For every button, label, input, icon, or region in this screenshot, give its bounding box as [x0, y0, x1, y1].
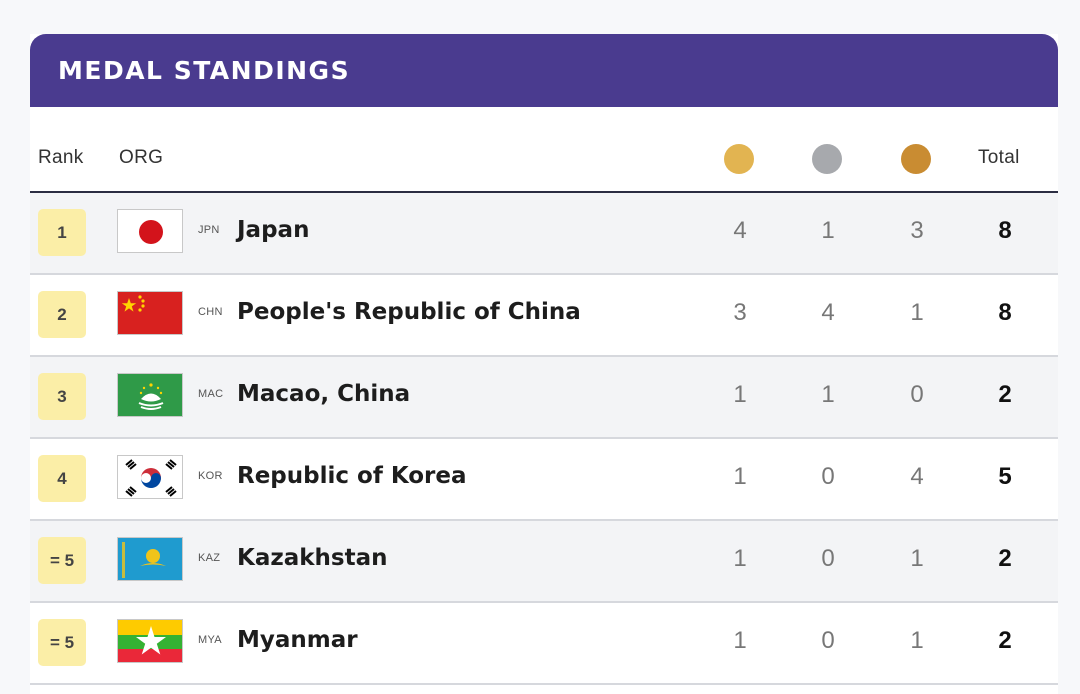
myanmar-flag-icon	[117, 619, 183, 663]
table-row[interactable]: 1 JPN Japan 4 1 3 8	[30, 193, 1058, 275]
silver-count: 0	[821, 545, 835, 572]
rank-badge: 4	[38, 455, 86, 502]
silver-medal-icon[interactable]	[812, 144, 842, 174]
table-row[interactable]: 4 KOR Republic of Korea 1 0 4 5	[30, 439, 1058, 521]
total-count: 8	[998, 217, 1012, 244]
rank-column-header[interactable]: Rank	[38, 147, 84, 168]
country-code: KAZ	[198, 552, 221, 564]
total-count: 2	[998, 545, 1012, 572]
gold-count: 1	[733, 381, 747, 408]
rank-badge: 2	[38, 291, 86, 338]
table-row[interactable]: 2 CHN People's Republic of China 3 4 1 8	[30, 275, 1058, 357]
china-flag-icon	[117, 291, 183, 335]
gold-count: 1	[733, 545, 747, 572]
silver-count: 4	[821, 299, 835, 326]
total-count: 5	[998, 463, 1012, 490]
table-row[interactable]: = 5 KAZ Kazakhstan 1 0 1 2	[30, 521, 1058, 603]
total-column-header[interactable]: Total	[978, 147, 1020, 168]
gold-count: 1	[733, 463, 747, 490]
kazakhstan-flag-icon	[117, 537, 183, 581]
table-row[interactable]: = 5 MYA Myanmar 1 0 1 2	[30, 603, 1058, 685]
gold-count: 1	[733, 627, 747, 654]
country-name[interactable]: Macao, China	[237, 381, 411, 407]
table-header: Rank ORG Total	[30, 107, 1058, 193]
gold-medal-icon[interactable]	[724, 144, 754, 174]
org-column-header[interactable]: ORG	[119, 147, 164, 168]
macao-flag-icon	[117, 373, 183, 417]
country-code: MAC	[198, 388, 224, 400]
bronze-count: 1	[910, 627, 924, 654]
rank-badge: 3	[38, 373, 86, 420]
country-name[interactable]: People's Republic of China	[237, 299, 581, 325]
rank-badge: = 5	[38, 537, 86, 584]
total-count: 2	[998, 627, 1012, 654]
page-title: MEDAL STANDINGS	[58, 56, 351, 85]
country-name[interactable]: Republic of Korea	[237, 463, 467, 489]
bronze-count: 4	[910, 463, 924, 490]
country-name[interactable]: Kazakhstan	[237, 545, 388, 571]
table-row[interactable]: 3 MAC Macao, China 1 1 0 2	[30, 357, 1058, 439]
bronze-count: 1	[910, 299, 924, 326]
bronze-count: 1	[910, 545, 924, 572]
standings-table-body: 1 JPN Japan 4 1 3 8 2 CHN People's Repub…	[30, 193, 1058, 685]
korea-flag-icon	[117, 455, 183, 499]
country-code: CHN	[198, 306, 223, 318]
bronze-medal-icon[interactable]	[901, 144, 931, 174]
silver-count: 0	[821, 463, 835, 490]
bronze-count: 0	[910, 381, 924, 408]
country-code: JPN	[198, 224, 220, 236]
country-code: MYA	[198, 634, 222, 646]
bronze-count: 3	[910, 217, 924, 244]
standings-banner: MEDAL STANDINGS	[30, 34, 1058, 107]
silver-count: 0	[821, 627, 835, 654]
country-name[interactable]: Japan	[237, 217, 310, 243]
silver-count: 1	[821, 381, 835, 408]
rank-badge: = 5	[38, 619, 86, 666]
gold-count: 3	[733, 299, 747, 326]
country-name[interactable]: Myanmar	[237, 627, 358, 653]
country-code: KOR	[198, 470, 223, 482]
total-count: 8	[998, 299, 1012, 326]
japan-flag-icon	[117, 209, 183, 253]
total-count: 2	[998, 381, 1012, 408]
silver-count: 1	[821, 217, 835, 244]
rank-badge: 1	[38, 209, 86, 256]
gold-count: 4	[733, 217, 747, 244]
medal-standings-card: MEDAL STANDINGS Rank ORG Total 1 JPN Jap…	[30, 34, 1058, 694]
